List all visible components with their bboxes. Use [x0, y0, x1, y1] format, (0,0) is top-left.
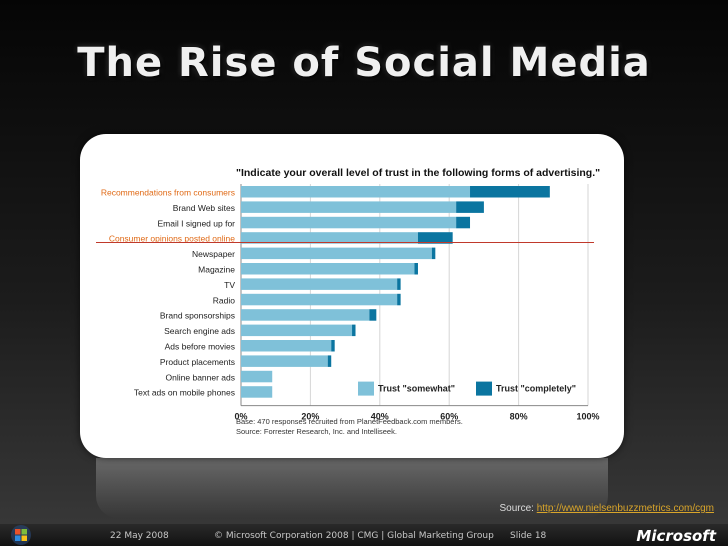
footer-copyright: © Microsoft Corporation 2008 | CMG | Glo… — [214, 531, 494, 541]
bar-trust-completely — [470, 186, 550, 198]
category-label: Product placements — [160, 357, 235, 367]
category-label: Search engine ads — [164, 326, 235, 336]
category-label: Email I signed up for — [158, 218, 236, 228]
bar-trust-somewhat — [241, 232, 418, 244]
legend-swatch — [358, 381, 374, 396]
x-tick-label: 60% — [440, 412, 458, 422]
bar-trust-somewhat — [241, 324, 353, 337]
legend-label: Trust "completely" — [496, 384, 576, 394]
bar-trust-completely — [352, 324, 356, 337]
bar-trust-somewhat — [241, 201, 457, 213]
chart-title: "Indicate your overall level of trust in… — [236, 167, 600, 179]
category-label: Consumer opinions posted online — [109, 234, 235, 244]
bar-trust-somewhat — [241, 386, 273, 398]
highlight-line — [96, 242, 594, 243]
bar-trust-completely — [456, 201, 484, 213]
category-label: Ads before movies — [165, 342, 235, 352]
bar-trust-completely — [417, 232, 453, 244]
x-tick-label: 0% — [234, 412, 247, 422]
legend-label: Trust "somewhat" — [378, 384, 455, 394]
windows-logo-icon — [11, 525, 31, 545]
x-tick-label: 80% — [510, 412, 528, 422]
legend-swatch — [476, 381, 492, 396]
x-tick-label: 40% — [371, 412, 389, 422]
bar-trust-somewhat — [241, 278, 398, 290]
bar-trust-completely — [397, 293, 401, 306]
category-label: Radio — [213, 295, 235, 305]
bar-trust-completely — [331, 340, 335, 352]
bar-trust-completely — [327, 355, 332, 367]
bar-trust-somewhat — [241, 340, 332, 352]
bar-trust-somewhat — [241, 355, 328, 367]
source-link[interactable]: http://www.nielsenbuzzmetrics.com/cgm — [536, 503, 714, 514]
category-label: Brand Web sites — [173, 203, 235, 213]
card-reflection — [96, 458, 608, 518]
bar-trust-somewhat — [241, 263, 415, 275]
bar-trust-completely — [369, 309, 377, 321]
bar-trust-completely — [414, 263, 418, 275]
bar-trust-completely — [397, 278, 401, 290]
bar-trust-somewhat — [241, 247, 432, 260]
footer-date: 22 May 2008 — [110, 531, 169, 541]
category-label: Magazine — [198, 265, 235, 275]
source-prefix: Source: — [499, 503, 534, 514]
category-label: Text ads on mobile phones — [134, 388, 235, 398]
bar-trust-completely — [456, 216, 471, 229]
category-label: TV — [224, 280, 235, 290]
bar-trust-completely — [431, 247, 436, 260]
category-label: Online banner ads — [166, 372, 235, 382]
category-label: Recommendations from consumers — [101, 188, 235, 198]
bar-trust-somewhat — [241, 370, 273, 383]
footer-slide-number: Slide 18 — [510, 531, 547, 541]
bar-trust-somewhat — [241, 186, 471, 198]
bar-trust-somewhat — [241, 309, 370, 321]
bar-trust-somewhat — [241, 216, 457, 229]
x-tick-label: 20% — [301, 412, 319, 422]
microsoft-logo: Microsoft — [636, 527, 716, 545]
bar-trust-somewhat — [241, 293, 398, 306]
source-credit: Source: http://www.nielsenbuzzmetrics.co… — [499, 503, 714, 514]
chart-note: Base: 470 responses recruited from Plane… — [236, 417, 463, 426]
footer-bar: 22 May 2008 © Microsoft Corporation 2008… — [0, 524, 728, 546]
chart-note: Source: Forrester Research, Inc. and Int… — [236, 427, 397, 436]
category-label: Newspaper — [192, 249, 235, 259]
slide-title: The Rise of Social Media — [77, 40, 651, 86]
category-label: Brand sponsorships — [160, 311, 235, 321]
x-tick-label: 100% — [576, 412, 599, 422]
